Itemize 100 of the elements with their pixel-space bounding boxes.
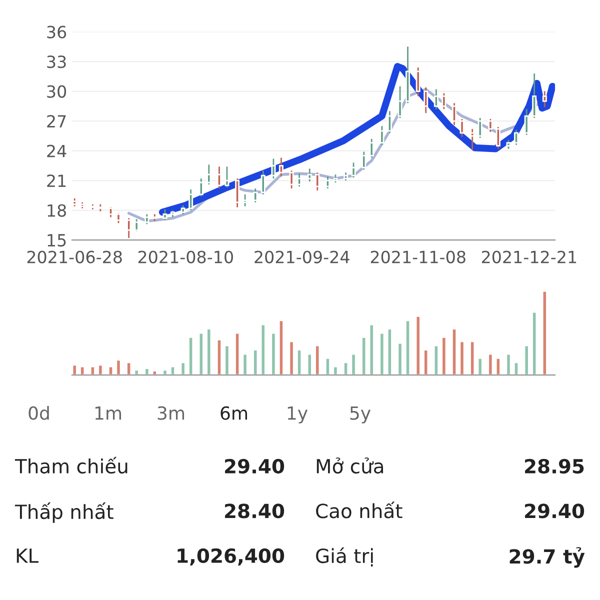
candlestick [470,128,475,150]
bar [170,366,176,375]
candlestick [198,178,204,198]
candlestick [351,162,356,178]
x-tick-label: 2021-09-24 [254,250,350,264]
text: 1m [95,406,122,420]
bar [288,340,294,375]
candlestick [478,117,482,139]
candlestick [271,158,276,180]
candlestick [260,170,266,196]
bar [332,366,338,375]
candlestick [162,208,168,221]
y-tick-label: 33 [47,56,66,68]
bar [252,349,258,375]
y-tick-label: 15 [48,234,66,247]
text: 5y [350,406,371,424]
bar [134,369,140,375]
text: 1,026,400 [178,548,284,566]
bar [350,353,356,375]
bar [368,324,374,375]
y-tick-label: 27 [47,114,66,128]
bar [495,358,501,375]
y-tick-label: 36 [47,26,66,38]
bar [452,328,458,375]
candlestick [452,102,457,126]
bar [108,366,114,375]
candlestick [524,108,529,136]
candlestick [542,90,547,108]
candlestick [460,118,464,138]
bar [144,368,150,375]
bar [270,332,276,375]
candlestick [398,86,402,119]
candlestick [144,214,150,225]
x-tick-label: 2021-08-10 [138,250,233,264]
text: 29.40 [525,504,584,518]
candlestick [315,172,320,192]
bar [306,353,312,375]
candlestick [362,151,366,170]
bar [242,353,248,375]
candlestick [387,110,392,134]
x-tick-label: 2021-11-08 [370,250,466,264]
text: 0d [28,406,49,420]
bar [116,359,122,375]
candlestick [416,66,420,97]
bar [162,369,168,375]
text: Mở cửa [316,458,384,474]
candlestick [434,88,438,110]
candlestick [514,129,518,146]
candlestick [206,164,212,186]
bar [180,362,186,375]
candlestick [488,118,493,133]
bar [379,332,385,375]
bar [152,370,158,375]
candlestick [325,176,330,190]
bar [405,320,411,375]
candlestick [307,168,312,182]
text: 28.95 [525,458,584,474]
text: KL [16,548,38,563]
bar [477,358,483,375]
bar [459,340,465,375]
bar [524,344,530,375]
candlestick [278,157,284,178]
bar [72,364,78,375]
bar [506,353,512,375]
bar [343,362,349,375]
bar [433,344,439,375]
candlestick [289,170,294,190]
candlestick [496,126,500,150]
candlestick [242,194,248,207]
y-tick-label: 21 [47,174,66,187]
candlestick [532,72,537,119]
bar [234,332,240,375]
y-tick-label: 18 [48,204,66,217]
bar [90,366,96,375]
candlestick [424,86,428,114]
y-tick-label: 30 [47,85,66,98]
candlestick [216,166,222,190]
bar [98,364,104,375]
bar [278,320,284,375]
bar [126,362,132,375]
candlestick [442,92,446,110]
bar [397,342,403,375]
candlestick [188,188,194,211]
text: 1y [288,406,308,424]
bar [296,349,302,375]
bar [542,291,548,375]
bar [216,339,222,375]
candlestick [116,212,121,224]
candlestick [369,138,374,158]
x-tick-label: 2021-12-21 [482,250,576,264]
bar [532,311,538,375]
bar [423,349,429,375]
bar [198,332,204,375]
y-tick-label: 24 [47,144,66,158]
bar [80,366,86,375]
bar [415,316,421,375]
bar [314,344,320,375]
bar [470,340,476,375]
candlestick [297,172,302,188]
candlestick [224,166,230,188]
